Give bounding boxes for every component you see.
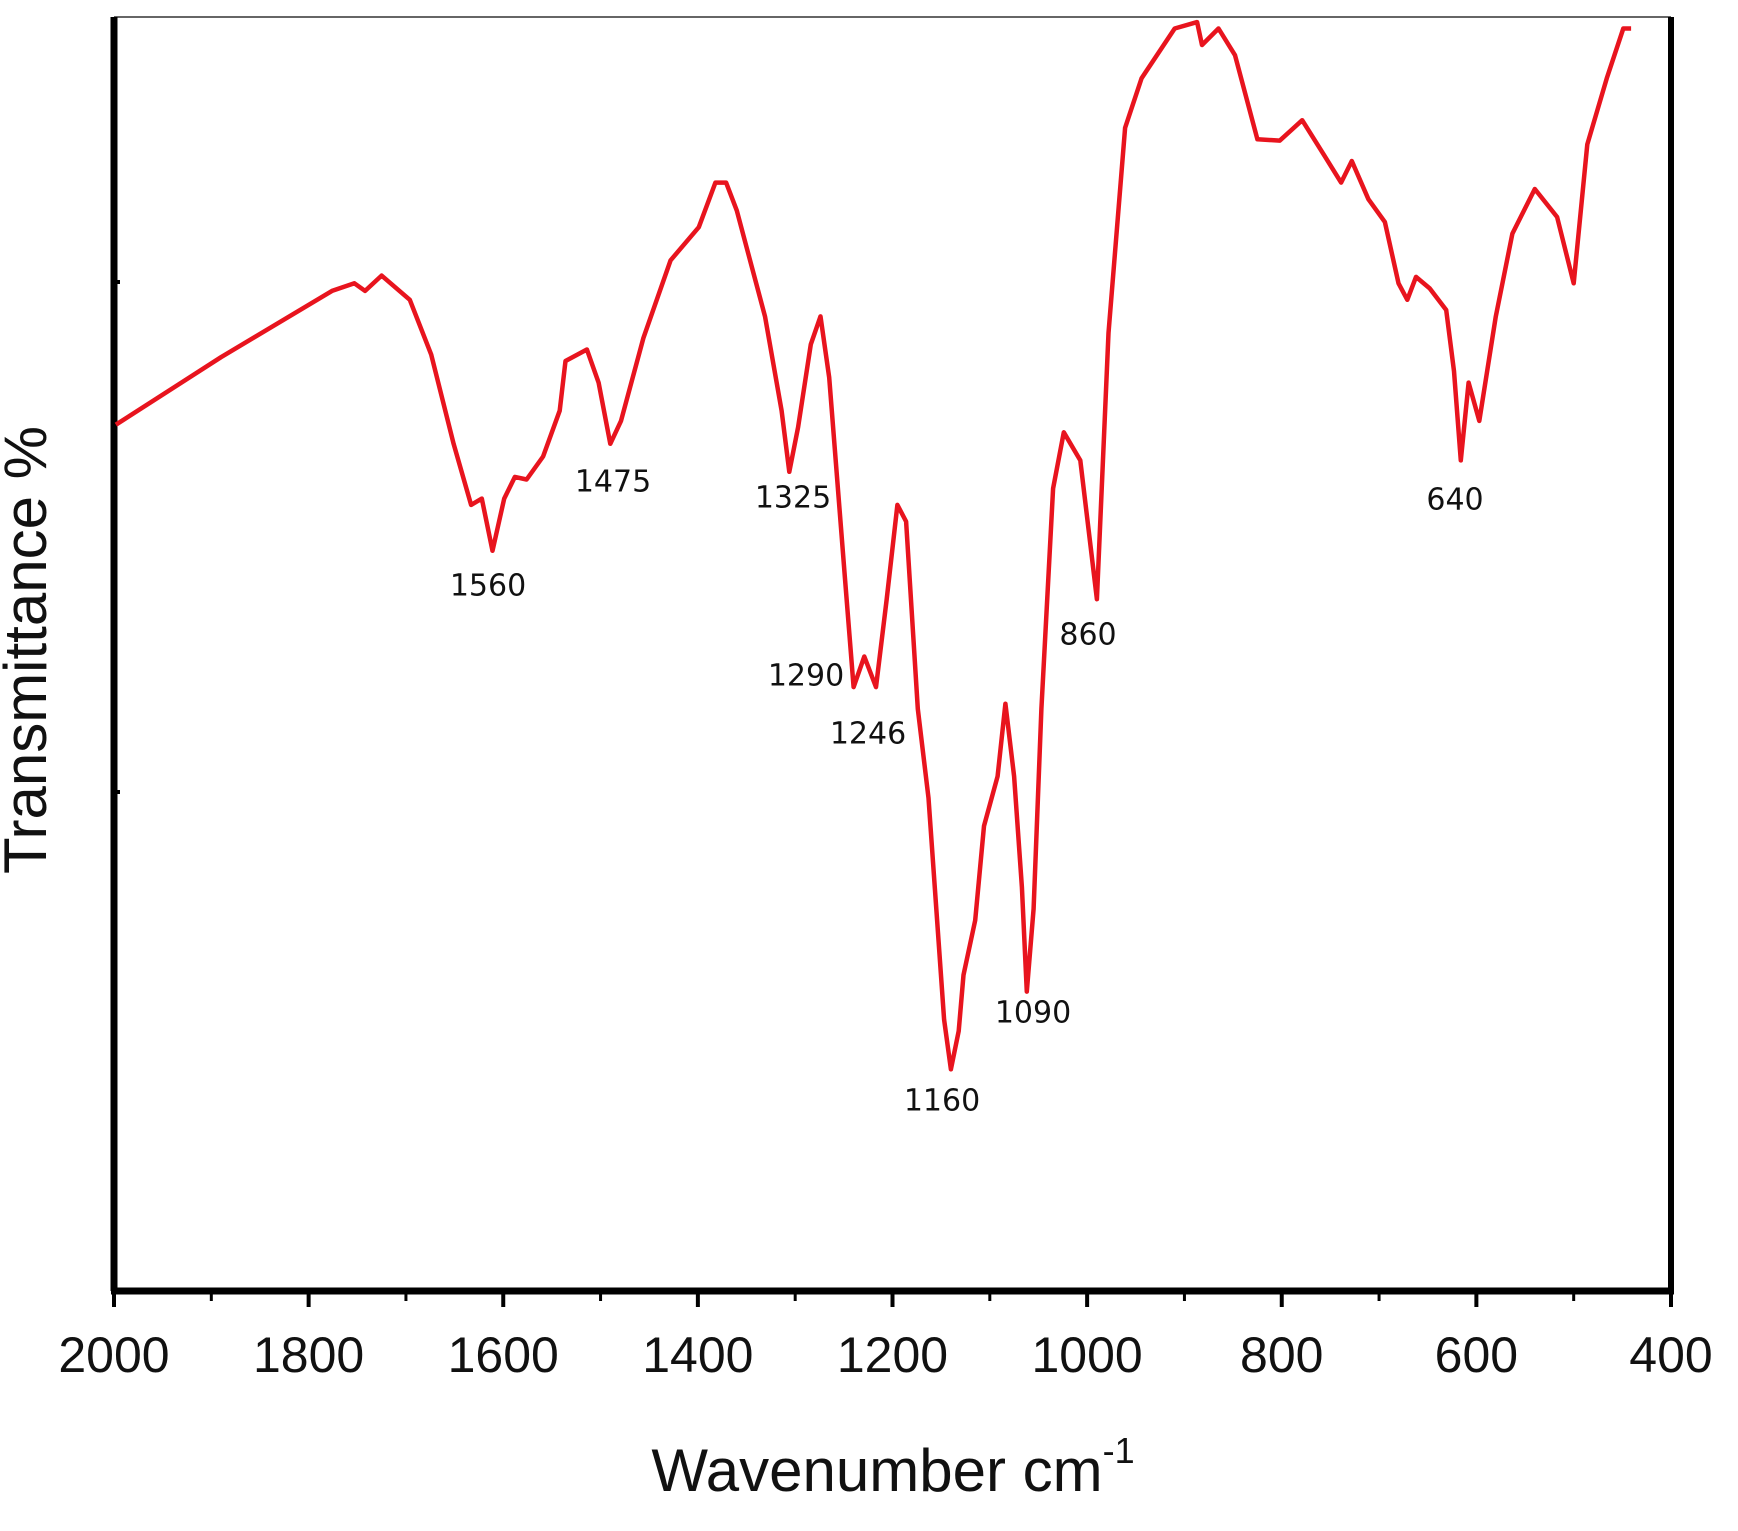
x-tick-label: 800 xyxy=(1240,1327,1323,1383)
x-axis-title: Wavenumber cm-1 xyxy=(651,1430,1134,1504)
x-tick-label: 600 xyxy=(1435,1327,1518,1383)
x-tick-label: 1200 xyxy=(837,1327,948,1383)
peak-label: 860 xyxy=(1059,618,1116,653)
peak-label: 1160 xyxy=(904,1084,980,1119)
peak-label: 1475 xyxy=(575,465,651,500)
x-axis-title-text: Wavenumber cm xyxy=(651,1437,1102,1504)
peak-label: 640 xyxy=(1426,483,1483,518)
peak-label: 1325 xyxy=(755,481,831,516)
x-tick-label: 1000 xyxy=(1032,1327,1143,1383)
x-tick-label: 1600 xyxy=(448,1327,559,1383)
peak-label: 1560 xyxy=(450,569,526,604)
x-tick-label: 1400 xyxy=(642,1327,753,1383)
x-axis-title-superscript: -1 xyxy=(1103,1430,1135,1471)
peak-label: 1246 xyxy=(830,717,906,752)
x-tick-label: 400 xyxy=(1629,1327,1712,1383)
y-axis-title: Transmittance % xyxy=(0,426,59,874)
peak-label: 1290 xyxy=(768,659,844,694)
x-tick-label: 2000 xyxy=(58,1327,169,1383)
spectrum-line xyxy=(114,19,1632,1072)
peak-label: 1090 xyxy=(995,996,1071,1031)
x-tick-label: 1800 xyxy=(253,1327,364,1383)
